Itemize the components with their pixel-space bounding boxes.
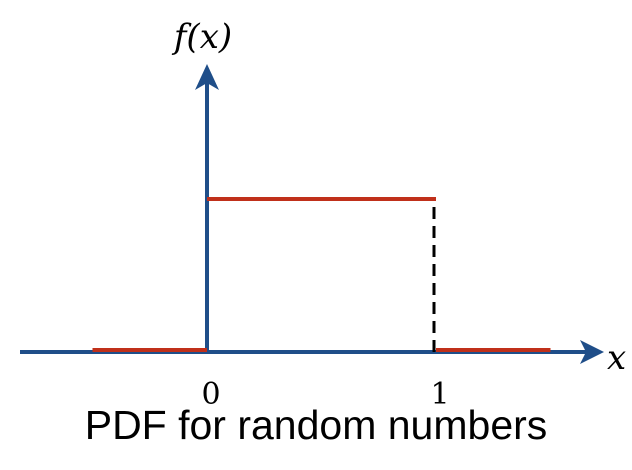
x-axis-label: x: [607, 338, 626, 378]
x-tick-label-1: 1: [430, 377, 449, 412]
pdf-segments: [92, 197, 551, 352]
x-axis-arrowhead: [580, 340, 604, 364]
y-axis-arrowhead: [195, 64, 219, 90]
x-tick-label-0: 0: [201, 377, 220, 412]
chart-caption: PDF for random numbers: [84, 402, 548, 448]
y-axis-label: f(x): [171, 17, 232, 57]
